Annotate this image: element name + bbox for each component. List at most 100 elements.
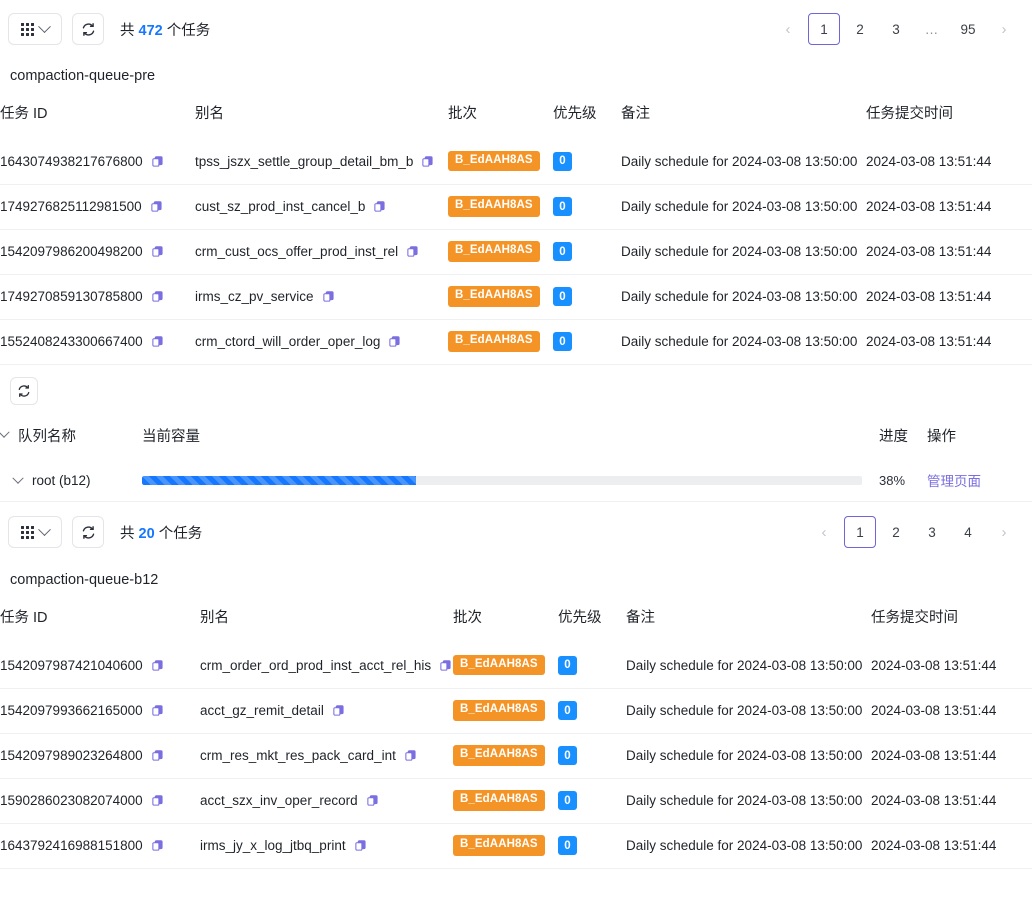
cell-submit-time: 2024-03-08 13:51:44: [866, 139, 1032, 184]
remark-value: Daily schedule for 2024-03-08 13:50:00: [626, 793, 863, 808]
page-button-3[interactable]: 3: [892, 21, 900, 37]
copy-icon[interactable]: [388, 335, 401, 348]
column-settings-button[interactable]: [8, 13, 62, 45]
cell-alias: tpss_jszx_settle_group_detail_bm_b: [195, 139, 448, 184]
copy-icon[interactable]: [151, 659, 164, 672]
queue-toolbar: [0, 365, 1032, 413]
cell-alias: crm_cust_ocs_offer_prod_inst_rel: [195, 228, 448, 274]
cell-alias: crm_res_mkt_res_pack_card_int: [200, 732, 453, 778]
page-button-1[interactable]: 1: [844, 516, 876, 548]
submit-time-value: 2024-03-08 13:51:44: [866, 244, 992, 259]
table-row[interactable]: 1542097987421040600 crm_order_ord_prod_in…: [0, 643, 1032, 688]
column-header-0: 任务 ID: [0, 610, 48, 626]
next-page-button[interactable]: ›: [1001, 523, 1007, 541]
copy-icon[interactable]: [354, 839, 367, 852]
table-header-row: 任务 ID 别名 批次 优先级 备注 任务提交时间: [0, 596, 1032, 643]
submit-time-value: 2024-03-08 13:51:44: [866, 199, 992, 214]
column-header-2: 批次: [448, 106, 477, 122]
copy-icon[interactable]: [404, 749, 417, 762]
queue-caption-pre: compaction-queue-pre: [10, 68, 156, 84]
queue-row[interactable]: root (b12) 38% 管理页面: [0, 459, 1032, 502]
column-header-3: 优先级: [558, 610, 602, 626]
cell-priority: 0: [553, 318, 621, 365]
cell-alias: acct_gz_remit_detail: [200, 687, 453, 733]
column-header-4: 备注: [626, 610, 655, 626]
cell-task-id: 1542097987421040600: [0, 643, 200, 688]
page-button-2[interactable]: 2: [856, 21, 864, 37]
cell-alias: irms_cz_pv_service: [195, 273, 448, 319]
remark-value: Daily schedule for 2024-03-08 13:50:00: [621, 244, 858, 259]
copy-icon[interactable]: [373, 200, 386, 213]
table-row[interactable]: 1749270859130785800 irms_cz_pv_service B_E…: [0, 273, 1032, 319]
copy-icon[interactable]: [151, 704, 164, 717]
column-header-1: 别名: [200, 610, 229, 626]
copy-icon[interactable]: [151, 749, 164, 762]
refresh-button[interactable]: [72, 13, 104, 45]
total-suffix: 个任务: [166, 22, 211, 39]
copy-icon[interactable]: [332, 704, 345, 717]
page-button-2[interactable]: 2: [892, 524, 900, 540]
progress-label: 38%: [879, 472, 906, 488]
task-id-value: 1542097989023264800: [0, 748, 143, 763]
queue-refresh-button[interactable]: [10, 376, 38, 405]
page-button-95[interactable]: 95: [960, 21, 976, 37]
copy-icon[interactable]: [151, 839, 164, 852]
cell-alias: acct_szx_inv_oper_record: [200, 777, 453, 823]
column-settings-button[interactable]: [8, 516, 62, 548]
copy-icon[interactable]: [151, 794, 164, 807]
cell-alias: crm_order_ord_prod_inst_acct_rel_his: [200, 643, 453, 688]
copy-icon[interactable]: [439, 659, 452, 672]
cell-priority: 0: [553, 139, 621, 184]
chevron-down-icon[interactable]: [0, 426, 10, 438]
cell-task-id: 1542097989023264800: [0, 732, 200, 778]
page-button-4[interactable]: 4: [964, 524, 972, 540]
table-row[interactable]: 1643074938217676800 tpss_jszx_settle_grou…: [0, 139, 1032, 184]
cell-batch: B_EdAAH8AS: [448, 273, 553, 319]
copy-icon[interactable]: [151, 245, 164, 258]
page-button-3[interactable]: 3: [928, 524, 936, 540]
cell-remark: Daily schedule for 2024-03-08 13:50:00: [626, 643, 871, 688]
prev-page-button[interactable]: ‹: [821, 523, 827, 541]
remark-value: Daily schedule for 2024-03-08 13:50:00: [626, 838, 863, 853]
cell-submit-time: 2024-03-08 13:51:44: [871, 687, 1032, 733]
capacity-progress-bar: [142, 475, 862, 485]
priority-badge: 0: [553, 242, 572, 261]
queue-name-cell: root (b12): [0, 459, 142, 502]
copy-icon[interactable]: [421, 155, 434, 168]
copy-icon[interactable]: [151, 155, 164, 168]
copy-icon[interactable]: [151, 290, 164, 303]
total-suffix: 个任务: [158, 525, 203, 542]
copy-icon[interactable]: [406, 245, 419, 258]
column-header-4: 备注: [621, 106, 650, 122]
table-row[interactable]: 1542097989023264800 crm_res_mkt_res_pack_…: [0, 732, 1032, 778]
table-row[interactable]: 1749276825112981500 cust_sz_prod_inst_can…: [0, 183, 1032, 229]
cell-submit-time: 2024-03-08 13:51:44: [866, 183, 1032, 229]
priority-badge: 0: [558, 791, 577, 810]
prev-page-button[interactable]: ‹: [785, 20, 791, 38]
column-header-2: 批次: [453, 610, 482, 626]
column-header-5: 任务提交时间: [871, 610, 958, 626]
cell-remark: Daily schedule for 2024-03-08 13:50:00: [621, 318, 866, 365]
refresh-button[interactable]: [72, 516, 104, 548]
copy-icon[interactable]: [151, 335, 164, 348]
manage-page-link[interactable]: 管理页面: [927, 474, 981, 490]
chevron-down-icon[interactable]: [12, 472, 24, 484]
table-row[interactable]: 1542097993662165000 acct_gz_remit_detail B…: [0, 687, 1032, 733]
copy-icon[interactable]: [150, 200, 163, 213]
next-page-button[interactable]: ›: [1001, 20, 1007, 38]
queue-col-capacity-header: 当前容量: [142, 428, 200, 445]
copy-icon[interactable]: [366, 794, 379, 807]
copy-icon[interactable]: [322, 290, 335, 303]
table-row[interactable]: 1542097986200498200 crm_cust_ocs_offer_pr…: [0, 228, 1032, 274]
table-row[interactable]: 1552408243300667400 crm_ctord_will_order_…: [0, 318, 1032, 365]
table-row[interactable]: 1643792416988151800 irms_jy_x_log_jtbq_pr…: [0, 822, 1032, 869]
cell-batch: B_EdAAH8AS: [448, 139, 553, 184]
page-button-1[interactable]: 1: [808, 13, 840, 45]
total-count: 20: [138, 525, 155, 542]
submit-time-value: 2024-03-08 13:51:44: [871, 838, 997, 853]
task-id-value: 1542097993662165000: [0, 703, 143, 718]
cell-batch: B_EdAAH8AS: [453, 732, 558, 778]
table-row[interactable]: 1590286023082074000 acct_szx_inv_oper_rec…: [0, 777, 1032, 823]
cell-remark: Daily schedule for 2024-03-08 13:50:00: [626, 777, 871, 823]
task-id-value: 1749276825112981500: [0, 199, 142, 214]
